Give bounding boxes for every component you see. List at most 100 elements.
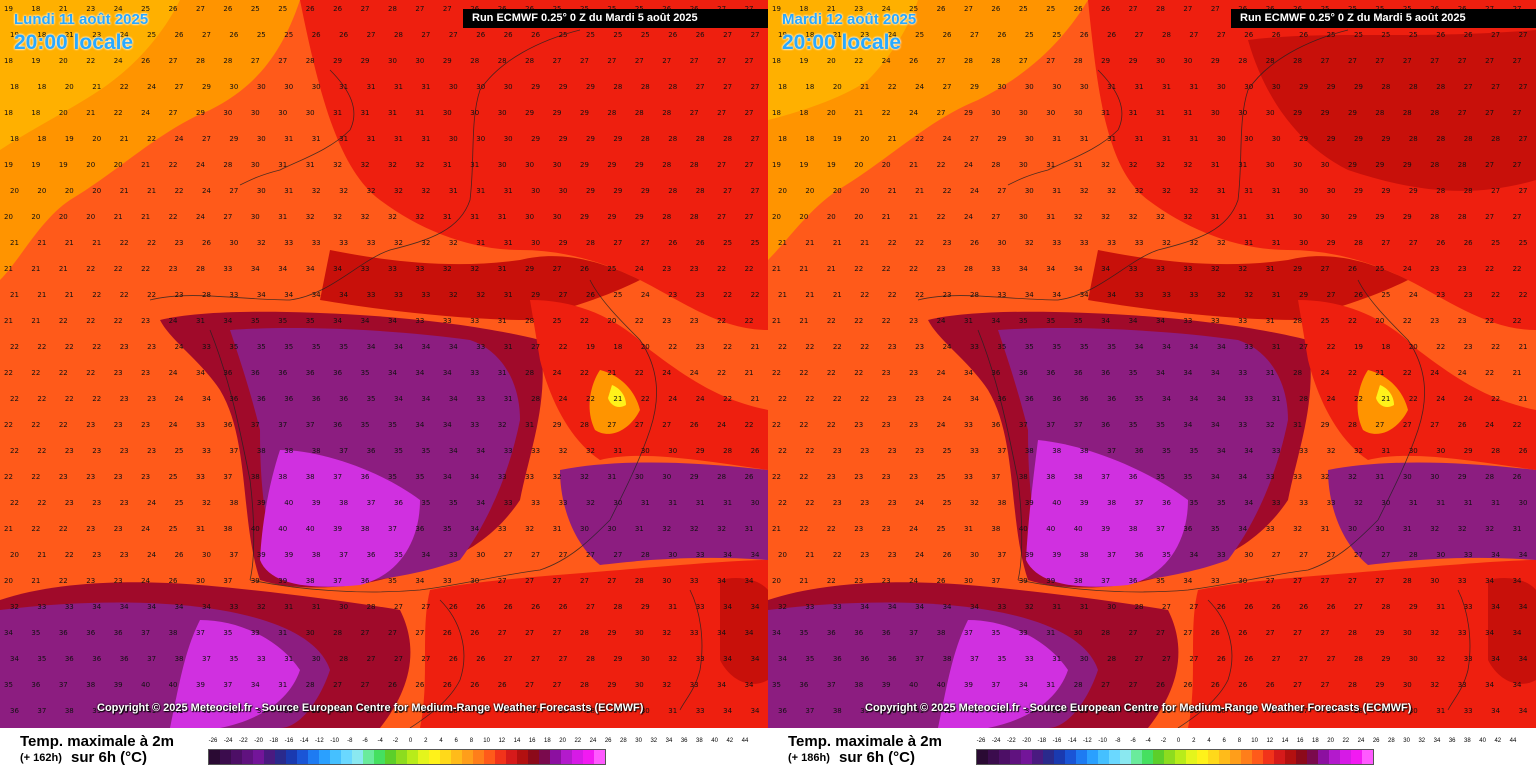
temperature-value: 26 (586, 291, 595, 299)
temperature-value: 24 (174, 135, 184, 143)
temperature-value: 29 (1299, 135, 1309, 143)
temperature-value: 30 (1244, 551, 1254, 559)
temperature-value: 33 (558, 499, 568, 507)
temperature-value: 20 (778, 187, 787, 195)
temperature-value: 33 (442, 317, 452, 325)
temperature-value: 34 (196, 369, 205, 377)
temperature-value: 22 (64, 551, 74, 559)
temperature-value: 31 (278, 161, 288, 169)
temperature-value: 35 (388, 421, 397, 429)
temperature-value: 30 (552, 161, 562, 169)
temperature-value: 27 (1326, 291, 1336, 299)
temperature-value: 23 (113, 525, 123, 533)
temperature-value: 30 (525, 161, 535, 169)
color-scale-label: 24 (589, 738, 597, 744)
temperature-value: 27 (970, 135, 979, 143)
temperature-value: 34 (1189, 343, 1199, 351)
temperature-value: 30 (1018, 213, 1028, 221)
temperature-value: 20 (826, 213, 836, 221)
temperature-value: 34 (1189, 395, 1199, 403)
temperature-value: 35 (366, 395, 376, 403)
temperature-value: 22 (832, 343, 842, 351)
temperature-map[interactable]: 1918212324252627262525262627282727262626… (768, 0, 1536, 728)
temperature-value: 35 (360, 421, 370, 429)
temperature-value: 31 (1238, 161, 1248, 169)
temperature-value: 36 (119, 655, 129, 663)
temperature-value: 35 (229, 343, 239, 351)
temperature-value: 23 (942, 291, 952, 299)
temperature-value: 27 (202, 135, 211, 143)
temperature-map[interactable]: 1918212324252627262525262627282727262626… (0, 0, 768, 728)
temperature-value: 22 (10, 395, 19, 403)
temperature-value: 37 (278, 421, 288, 429)
temperature-value: 31 (476, 187, 486, 195)
temperature-value: 31 (1271, 187, 1281, 195)
temperature-value: 30 (503, 135, 513, 143)
temperature-value: 25 (1381, 291, 1391, 299)
temperature-value: 27 (421, 603, 431, 611)
color-scale-swatch (1076, 750, 1087, 764)
temperature-value: 23 (689, 265, 699, 273)
temperature-value: 30 (1107, 603, 1117, 611)
temperature-value: 33 (497, 525, 507, 533)
temperature-value: 29 (1354, 83, 1363, 91)
temperature-value: 34 (1079, 291, 1089, 299)
temperature-value: 26 (942, 551, 952, 559)
temperature-value: 31 (497, 265, 507, 273)
temperature-value: 32 (662, 525, 672, 533)
temperature-value: 22 (717, 265, 727, 273)
color-scale-label: -2 (392, 738, 399, 744)
temperature-value: 28 (689, 161, 699, 169)
temperature-value: 24 (168, 317, 178, 325)
temperature-value: 22 (10, 499, 19, 507)
temperature-value: 29 (580, 213, 589, 221)
temperature-value: 30 (1436, 551, 1446, 559)
temperature-value: 18 (772, 109, 781, 117)
temperature-value: 25 (1046, 5, 1056, 13)
temperature-value: 32 (394, 239, 403, 247)
temperature-value: 30 (497, 161, 507, 169)
temperature-value: 18 (4, 109, 13, 117)
temperature-value: 27 (1463, 83, 1473, 91)
temperature-value: 29 (1375, 629, 1385, 637)
temperature-value: 34 (970, 603, 979, 611)
color-scale-swatch (440, 750, 451, 764)
temperature-value: 22 (799, 525, 809, 533)
temperature-value: 27 (744, 109, 754, 117)
temperature-value: 32 (1024, 603, 1034, 611)
temperature-value: 24 (1485, 421, 1495, 429)
temperature-value: 36 (394, 499, 403, 507)
temperature-value: 33 (997, 291, 1007, 299)
temperature-value: 31 (442, 161, 452, 169)
temperature-value: 39 (92, 707, 102, 715)
temperature-value: 27 (1189, 31, 1199, 39)
temperature-value: 26 (1512, 473, 1522, 481)
temperature-value: 29 (531, 291, 541, 299)
temperature-value: 31 (1052, 655, 1062, 663)
temperature-value: 21 (915, 187, 925, 195)
color-scale-swatch (1153, 750, 1164, 764)
temperature-value: 24 (168, 369, 178, 377)
temperature-value: 28 (580, 629, 589, 637)
temperature-value: 26 (476, 31, 486, 39)
temperature-value: 29 (558, 83, 568, 91)
color-scale-label: -22 (239, 738, 248, 744)
temperature-value: 24 (881, 57, 891, 65)
temperature-value: 32 (1320, 473, 1330, 481)
color-scale-label: -22 (1007, 738, 1016, 744)
temperature-value: 21 (750, 395, 760, 403)
temperature-value: 31 (339, 135, 349, 143)
temperature-value: 21 (881, 213, 891, 221)
temperature-value: 31 (278, 629, 288, 637)
temperature-value: 22 (37, 395, 47, 403)
temperature-value: 20 (799, 213, 809, 221)
temperature-value: 24 (695, 395, 705, 403)
temperature-value: 33 (442, 577, 452, 585)
temperature-value: 41 (942, 707, 952, 715)
temperature-value: 34 (1518, 551, 1528, 559)
temperature-value: 21 (141, 161, 151, 169)
temperature-value: 23 (1436, 291, 1446, 299)
temperature-value: 18 (799, 109, 809, 117)
temperature-value: 28 (970, 291, 979, 299)
temperature-value: 37 (1156, 525, 1165, 533)
